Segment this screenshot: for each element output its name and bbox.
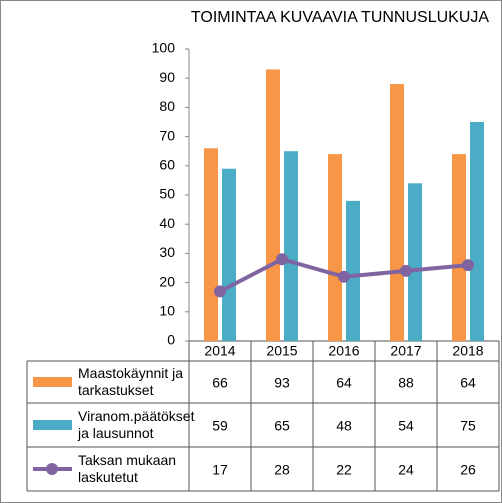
legend-label: Viranom.päätökset ja lausunnot xyxy=(78,408,195,441)
bar xyxy=(346,200,360,341)
table-value: 22 xyxy=(336,462,352,478)
point xyxy=(400,264,412,277)
table-value: 59 xyxy=(212,418,228,434)
y-tick-label: 80 xyxy=(159,98,175,114)
table-value: 64 xyxy=(336,375,352,391)
bar xyxy=(470,122,484,341)
bar xyxy=(390,84,404,341)
table-value: 26 xyxy=(460,462,476,478)
table-value: 54 xyxy=(398,418,414,434)
bar xyxy=(452,154,466,341)
bar xyxy=(284,151,298,341)
bar xyxy=(222,168,236,341)
chart-title: TOIMINTAA KUVAAVIA TUNNUSLUKUJA xyxy=(191,9,489,26)
legend-label: Taksan mukaan laskutetut xyxy=(78,452,177,485)
y-tick-label: 10 xyxy=(159,303,175,319)
table-value: 24 xyxy=(398,462,414,478)
x-tick-label: 2018 xyxy=(452,343,483,359)
table-value: 75 xyxy=(460,418,476,434)
point xyxy=(338,270,350,283)
y-tick-label: 30 xyxy=(159,244,175,260)
y-tick-label: 60 xyxy=(159,157,175,173)
bar xyxy=(204,148,218,341)
table-value: 48 xyxy=(336,418,352,434)
x-tick-label: 2015 xyxy=(266,343,297,359)
table-value: 66 xyxy=(212,375,228,391)
y-tick-label: 50 xyxy=(159,186,175,202)
y-tick-label: 70 xyxy=(159,127,175,143)
bar xyxy=(328,154,342,341)
x-tick-label: 2016 xyxy=(328,343,359,359)
legend-swatch xyxy=(46,463,58,475)
point xyxy=(276,253,288,266)
table-value: 65 xyxy=(274,418,290,434)
table-value: 88 xyxy=(398,375,414,391)
table-value: 64 xyxy=(460,375,476,391)
point xyxy=(462,259,474,272)
table-value: 28 xyxy=(274,462,290,478)
y-tick-label: 100 xyxy=(152,40,176,56)
y-tick-label: 90 xyxy=(159,69,175,85)
legend-label: Maastokäynnit ja tarkastukset xyxy=(78,365,184,398)
y-tick-label: 40 xyxy=(159,215,175,231)
x-tick-label: 2014 xyxy=(204,343,235,359)
x-tick-label: 2017 xyxy=(390,343,421,359)
table-value: 93 xyxy=(274,375,290,391)
y-tick-label: 0 xyxy=(167,332,175,348)
y-tick-label: 20 xyxy=(159,273,175,289)
bar xyxy=(266,69,280,341)
legend-swatch xyxy=(33,420,72,430)
bar xyxy=(408,183,422,341)
table-value: 17 xyxy=(212,462,228,478)
point xyxy=(214,285,226,298)
legend-swatch xyxy=(33,377,72,387)
